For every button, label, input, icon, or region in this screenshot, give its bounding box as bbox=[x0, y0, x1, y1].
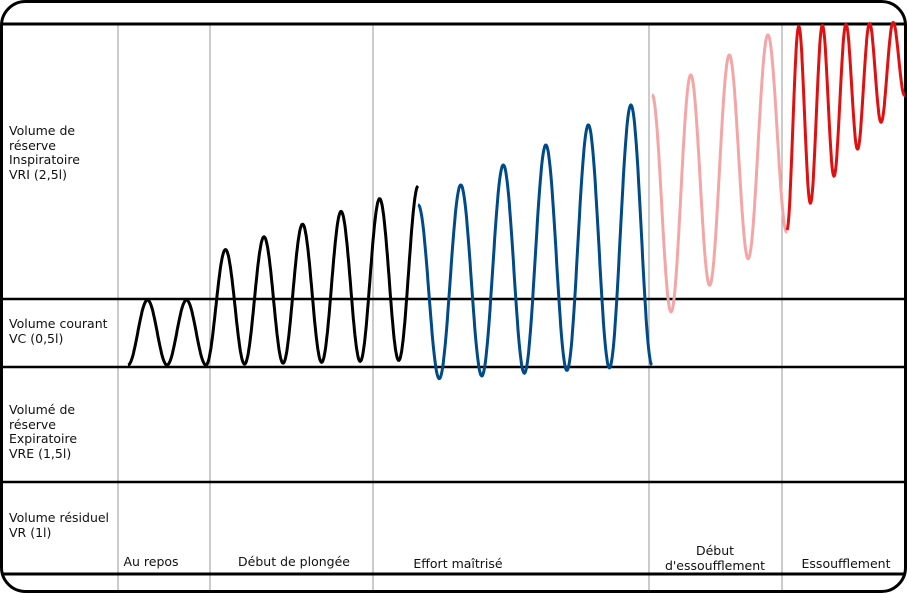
phase-label-debut-plongee: Début de plongée bbox=[238, 554, 350, 569]
phase-label-debut-essoufflement: Début d'essoufflement bbox=[664, 543, 766, 573]
wave-debut-de-plongee bbox=[205, 184, 420, 367]
wave-essoufflement bbox=[785, 20, 906, 231]
zone-label-vre: Volumé de réserve Expiratoire VRE (1,5l) bbox=[9, 402, 78, 461]
zone-label-vc: Volume courant VC (0,5l) bbox=[9, 316, 108, 346]
phase-label-essoufflement: Essoufflement bbox=[801, 556, 891, 571]
zone-label-vri: Volume de réserve Inspiratoire VRI (2,5l… bbox=[9, 123, 80, 182]
wave-debut-essoufflement bbox=[651, 33, 788, 314]
phase-label-au-repos: Au repos bbox=[123, 554, 179, 569]
zone-label-vr: Volume résiduel VR (1l) bbox=[9, 510, 110, 540]
wave-effort-maitrise bbox=[417, 103, 653, 381]
phase-label-effort: Effort maîtrisé bbox=[413, 556, 503, 571]
wave-au-repos bbox=[127, 298, 207, 367]
